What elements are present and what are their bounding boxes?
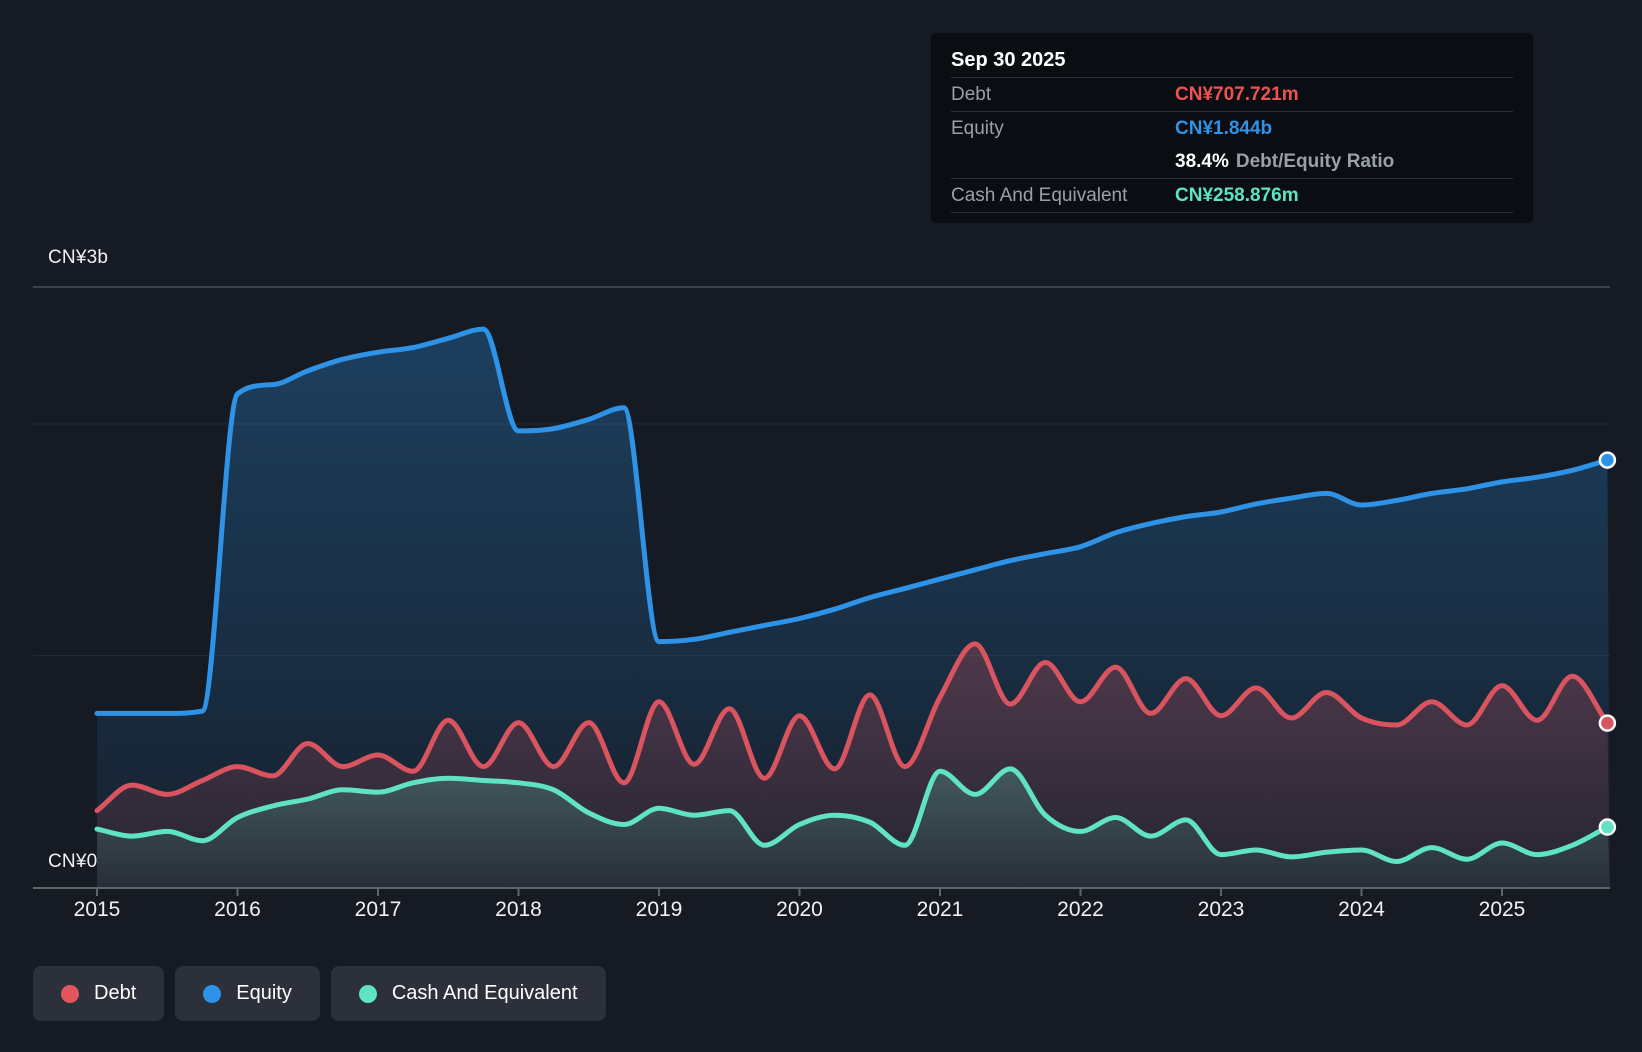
x-axis-label-2021: 2021: [916, 898, 964, 921]
tooltip-ratio-value: 38.4%: [1175, 150, 1229, 172]
chart-tooltip: Sep 30 2025 Debt CN¥707.721m Equity CN¥1…: [931, 33, 1533, 223]
cash-end-marker[interactable]: [1598, 818, 1617, 836]
cash-dot-icon: [358, 984, 377, 1003]
debt-line: [94, 641, 1610, 814]
endpoint-markers: [1598, 451, 1617, 836]
tooltip-debt-row: Debt CN¥707.721m: [951, 77, 1513, 111]
tooltip-cash-label: Cash And Equivalent: [951, 184, 1128, 206]
tooltip-debt-value: CN¥707.721m: [1175, 83, 1299, 105]
tooltip-bottom-divider: [951, 212, 1513, 221]
x-axis-label-2015: 2015: [73, 898, 121, 921]
x-axis-label-2017: 2017: [354, 898, 402, 921]
legend-label-equity: Equity: [236, 982, 292, 1004]
x-axis-label-2018: 2018: [495, 898, 542, 921]
cash-area: [97, 768, 1610, 888]
x-axis-label-2023: 2023: [1197, 898, 1245, 921]
cash-line: [94, 766, 1610, 864]
x-axis-label-2022: 2022: [1057, 898, 1104, 921]
legend-label-cash: Cash And Equivalent: [391, 982, 578, 1004]
tooltip-ratio-label: Debt/Equity Ratio: [1235, 150, 1395, 172]
chart-legend: Debt Equity Cash And Equivalent: [33, 966, 606, 1021]
x-axis-label-2025: 2025: [1478, 898, 1526, 921]
legend-item-debt[interactable]: Debt: [33, 966, 165, 1021]
equity-dot-icon: [203, 984, 222, 1003]
legend-item-cash[interactable]: Cash And Equivalent: [330, 966, 606, 1021]
tooltip-cash-value: CN¥258.876m: [1175, 184, 1299, 206]
tooltip-date: Sep 30 2025: [951, 49, 1066, 71]
equity-line: [94, 326, 1610, 716]
tooltip-ratio-row: 38.4% Debt/Equity Ratio: [951, 145, 1513, 178]
legend-item-equity[interactable]: Equity: [175, 966, 320, 1021]
x-axis-label-2020: 2020: [776, 898, 823, 921]
x-axis-label-2024: 2024: [1338, 898, 1385, 921]
tooltip-debt-label: Debt: [951, 83, 992, 105]
debt-end-marker[interactable]: [1598, 714, 1617, 732]
x-axis-label-2016: 2016: [214, 898, 261, 921]
series-lines: [94, 326, 1610, 864]
tooltip-equity-label: Equity: [951, 117, 1004, 139]
y-axis-label-top: CN¥3b: [48, 247, 109, 268]
debt-dot-icon: [61, 984, 79, 1003]
equity-end-marker[interactable]: [1598, 451, 1617, 469]
x-axis-label-2019: 2019: [635, 898, 683, 921]
tooltip-equity-value: CN¥1.844b: [1175, 117, 1273, 139]
x-axis: [33, 887, 1610, 896]
tooltip-equity-row: Equity CN¥1.844b: [951, 111, 1513, 145]
legend-label-debt: Debt: [94, 982, 137, 1004]
y-axis-label-zero: CN¥0: [48, 851, 98, 872]
tooltip-cash-row: Cash And Equivalent CN¥258.876m: [951, 178, 1513, 212]
area-fills: [97, 329, 1610, 888]
